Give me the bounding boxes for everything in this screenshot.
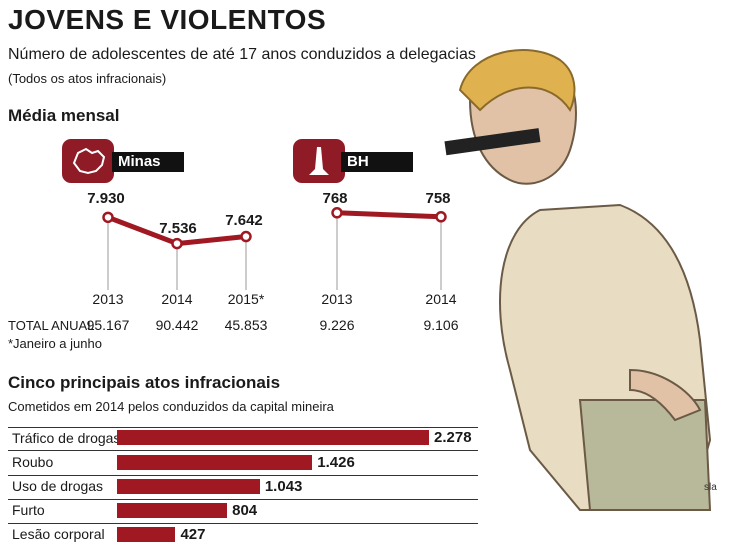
minas-value-label: 7.642 — [225, 212, 263, 229]
bar — [117, 479, 260, 494]
minas-total: 45.853 — [224, 317, 268, 333]
bar-value: 1.426 — [317, 454, 355, 471]
minas-emblem — [62, 139, 114, 183]
bh-year-tick: 2014 — [425, 291, 457, 307]
ranking-subheading: Cometidos em 2014 pelos conduzidos da ca… — [8, 399, 334, 414]
scope-note: (Todos os atos infracionais) — [8, 71, 167, 86]
bar — [117, 503, 228, 518]
row-divider — [8, 475, 478, 476]
row-divider — [8, 427, 478, 428]
minas-total: 95.167 — [86, 317, 130, 333]
bar-value: 804 — [232, 502, 258, 519]
row-label: Lesão corporal — [12, 526, 105, 542]
monthly-heading: Média mensal — [8, 106, 120, 125]
row-label: Roubo — [12, 454, 54, 470]
minas-label: Minas — [112, 152, 184, 172]
bh-label: BH — [341, 152, 413, 172]
monument-icon — [309, 147, 329, 175]
row-label: Tráfico de drogas — [12, 430, 121, 446]
censor-bar — [444, 128, 541, 156]
artist-signature: sla — [704, 482, 717, 493]
row-label: Uso de drogas — [12, 478, 104, 494]
row-divider — [8, 523, 478, 524]
row-divider — [8, 499, 478, 500]
bar — [117, 527, 176, 542]
minas-point — [171, 237, 183, 250]
page-title: JOVENS E VIOLENTOS — [8, 4, 327, 35]
bh-total: 9.226 — [319, 317, 355, 333]
bh-value-label: 758 — [425, 190, 451, 207]
minas-year-tick: 2013 — [92, 291, 124, 307]
bh-year-tick: 2013 — [321, 291, 353, 307]
minas-map-icon — [72, 147, 106, 175]
minas-point — [240, 230, 252, 243]
row-divider — [8, 450, 478, 451]
bar-value: 427 — [180, 526, 206, 543]
minas-point — [102, 211, 114, 224]
bh-value-label: 768 — [322, 190, 348, 207]
bar — [117, 455, 313, 470]
row-label: Furto — [12, 502, 45, 518]
bh-point — [435, 211, 447, 223]
bh-point — [331, 207, 343, 219]
minas-value-label: 7.930 — [87, 190, 125, 207]
minas-year-tick: 2015* — [227, 291, 265, 307]
minas-total: 90.442 — [155, 317, 199, 333]
total-label: TOTAL ANUAL — [8, 318, 95, 333]
bh-series-line — [336, 210, 442, 220]
bar-value: 1.043 — [264, 478, 303, 495]
footnote: *Janeiro a junho — [8, 336, 102, 351]
minas-value-label: 7.536 — [159, 220, 197, 237]
minas-year-tick: 2014 — [161, 291, 193, 307]
page-subtitle: Número de adolescentes de até 17 anos co… — [8, 46, 476, 63]
bh-emblem — [293, 139, 345, 183]
line-charts — [102, 207, 447, 290]
bar — [117, 430, 429, 445]
teen-illustration: sla — [444, 49, 717, 511]
illustration-body — [499, 203, 712, 511]
ranking-heading: Cinco principais atos infracionais — [8, 373, 281, 392]
illustration-head — [458, 49, 577, 185]
bh-total: 9.106 — [423, 317, 459, 333]
bar-value: 2.278 — [434, 429, 472, 446]
